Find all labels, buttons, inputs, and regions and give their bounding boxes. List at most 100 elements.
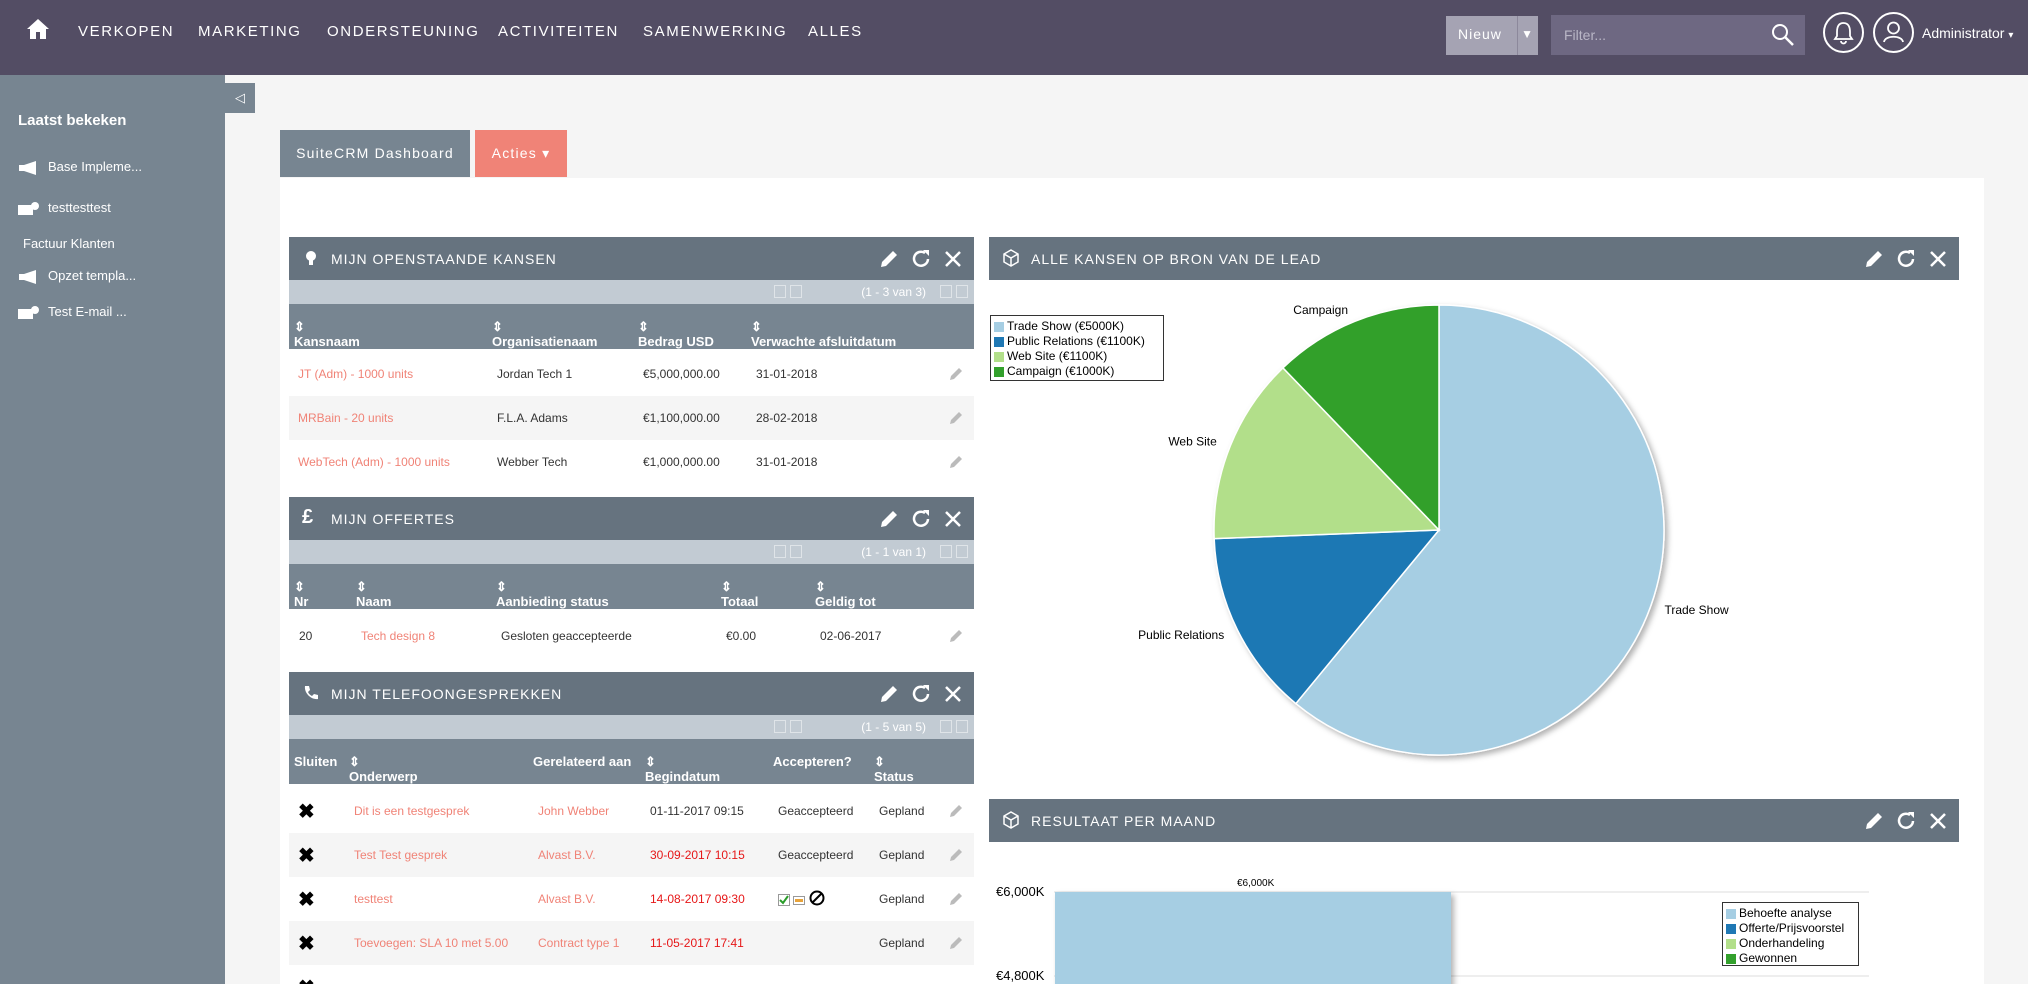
user-menu[interactable]: Administrator ▾ <box>1922 25 2013 41</box>
column-header-totaal[interactable]: Totaal ⇕ <box>721 579 759 609</box>
close-call-icon[interactable]: ✖ <box>298 801 315 823</box>
filter-input[interactable]: Filter... <box>1551 15 1805 55</box>
column-header-geldig-tot[interactable]: Geldig tot ⇕ <box>815 579 876 609</box>
edit-row-icon[interactable] <box>948 454 964 470</box>
edit-row-icon[interactable] <box>948 847 964 863</box>
quote-link[interactable]: Tech design 8 <box>361 629 436 643</box>
nav-verkopen[interactable]: VERKOPEN <box>78 23 175 40</box>
close-call-icon[interactable]: ✖ <box>298 889 315 911</box>
nav-ondersteuning[interactable]: ONDERSTEUNING <box>327 23 480 40</box>
tentative-icon[interactable] <box>793 894 806 906</box>
first-page-icon[interactable] <box>774 545 786 558</box>
column-header-status[interactable]: Aanbieding status ⇕ <box>496 579 609 609</box>
call-subject-link[interactable]: Test Test gesprek <box>354 848 448 862</box>
opportunity-link[interactable]: WebTech (Adm) - 1000 units <box>298 455 450 469</box>
related-link[interactable]: Contract type 1 <box>538 936 620 950</box>
prev-page-icon[interactable] <box>790 285 802 298</box>
last-page-icon[interactable] <box>956 545 968 558</box>
next-page-icon[interactable] <box>940 285 952 298</box>
last-page-icon[interactable] <box>956 285 968 298</box>
bar-behoefte-analyse <box>1055 892 1451 984</box>
close-call-icon[interactable]: ✖ <box>298 975 315 984</box>
new-button[interactable]: Nieuw ▼ <box>1446 16 1538 55</box>
decline-icon[interactable] <box>809 890 825 906</box>
edit-icon[interactable] <box>878 248 900 270</box>
refresh-icon[interactable] <box>1895 248 1917 270</box>
edit-icon[interactable] <box>1863 810 1885 832</box>
search-icon[interactable] <box>1771 23 1795 47</box>
first-page-icon[interactable] <box>774 720 786 733</box>
edit-row-icon[interactable] <box>948 891 964 907</box>
edit-row-icon[interactable] <box>948 935 964 951</box>
related-link[interactable]: Alvast B.V. <box>538 892 596 906</box>
accept-check-icon[interactable] <box>778 894 790 906</box>
column-header-kansnaam[interactable]: Kansnaam ⇕ <box>294 319 360 349</box>
close-call-icon[interactable]: ✖ <box>298 845 315 867</box>
refresh-icon[interactable] <box>910 248 932 270</box>
notifications-button[interactable] <box>1823 12 1864 53</box>
call-subject-link[interactable]: Dit is een testgesprek <box>354 804 470 818</box>
sidebar-item-opzet-templa[interactable]: Opzet templa... <box>18 268 136 284</box>
next-page-icon[interactable] <box>940 720 952 733</box>
actions-dropdown[interactable]: Acties ▾ <box>475 130 567 177</box>
sidebar-item-factuur-klanten[interactable]: Factuur Klanten <box>23 236 115 251</box>
tab-suitecrm-dashboard[interactable]: SuiteCRM Dashboard <box>280 130 470 177</box>
column-header-organisatienaam[interactable]: Organisatienaam ⇕ <box>492 319 598 349</box>
table-row: 20 Tech design 8 Gesloten geaccepteerde … <box>289 614 974 658</box>
related-link[interactable]: John Webber <box>538 804 610 818</box>
next-page-icon[interactable] <box>940 545 952 558</box>
sidebar-item-testtesttest[interactable]: testtesttest <box>18 200 111 216</box>
first-page-icon[interactable] <box>774 285 786 298</box>
close-icon[interactable] <box>1927 248 1949 270</box>
refresh-icon[interactable] <box>910 683 932 705</box>
close-icon[interactable] <box>1927 810 1949 832</box>
close-call-icon[interactable]: ✖ <box>298 933 315 955</box>
legend-item: Offerte/Prijsvoorstel <box>1723 921 1858 936</box>
last-page-icon[interactable] <box>956 720 968 733</box>
caret-down-icon[interactable]: ▼ <box>1521 27 1534 41</box>
organisation-cell: F.L.A. Adams <box>497 411 568 425</box>
related-link[interactable]: Alvast B.V. <box>538 848 596 862</box>
call-subject-link[interactable]: Toevoegen: SLA 10 met 5.00 <box>354 936 509 950</box>
pagination-text: (1 - 3 van 3) <box>861 285 926 299</box>
opportunity-link[interactable]: MRBain - 20 units <box>298 411 394 425</box>
edit-icon[interactable] <box>878 683 900 705</box>
edit-row-icon[interactable] <box>948 366 964 382</box>
edit-row-icon[interactable] <box>948 628 964 644</box>
prev-page-icon[interactable] <box>790 545 802 558</box>
edit-icon[interactable] <box>1863 248 1885 270</box>
pie-label: Public Relations <box>1138 628 1224 642</box>
refresh-icon[interactable] <box>1895 810 1917 832</box>
refresh-icon[interactable] <box>910 508 932 530</box>
nav-alles[interactable]: ALLES <box>808 23 863 40</box>
user-avatar-button[interactable] <box>1873 12 1914 53</box>
home-icon[interactable] <box>26 18 50 40</box>
nav-marketing[interactable]: MARKETING <box>198 23 302 40</box>
sidebar-item-test-email[interactable]: Test E-mail ... <box>18 304 127 320</box>
edit-row-icon[interactable] <box>948 410 964 426</box>
column-header-naam[interactable]: Naam ⇕ <box>356 579 392 609</box>
user-name: Administrator <box>1922 25 2005 41</box>
column-header-bedrag[interactable]: Bedrag USD ⇕ <box>638 319 714 349</box>
column-header-onderwerp[interactable]: Onderwerp ⇕ <box>349 754 418 784</box>
nav-activiteiten[interactable]: ACTIVITEITEN <box>498 23 619 40</box>
nav-samenwerking[interactable]: SAMENWERKING <box>643 23 788 40</box>
edit-row-icon[interactable] <box>948 803 964 819</box>
call-subject-link[interactable]: testtest <box>354 892 393 906</box>
table-row: ✖ Dit is een testgesprek John Webber 01-… <box>289 789 974 833</box>
column-header-gerelateerd: Gerelateerd aan <box>533 754 632 769</box>
opportunity-link[interactable]: JT (Adm) - 1000 units <box>298 367 414 381</box>
edit-icon[interactable] <box>878 508 900 530</box>
column-header-begindatum[interactable]: Begindatum ⇕ <box>645 754 721 784</box>
accept-status-cell: Geaccepteerd <box>778 848 854 862</box>
column-header-status[interactable]: Status ⇕ <box>874 754 914 784</box>
sidebar-item-base-impleme[interactable]: Base Impleme... <box>18 159 142 175</box>
close-icon[interactable] <box>942 508 964 530</box>
column-header-afsluitdatum[interactable]: Verwachte afsluitdatum ⇕ <box>751 319 897 349</box>
close-icon[interactable] <box>942 248 964 270</box>
collapse-sidebar-button[interactable]: ◁ <box>225 83 255 113</box>
top-navigation: VERKOPEN MARKETING ONDERSTEUNING ACTIVIT… <box>0 0 2028 75</box>
column-header-nr[interactable]: Nr ⇕ <box>294 579 309 609</box>
close-icon[interactable] <box>942 683 964 705</box>
prev-page-icon[interactable] <box>790 720 802 733</box>
